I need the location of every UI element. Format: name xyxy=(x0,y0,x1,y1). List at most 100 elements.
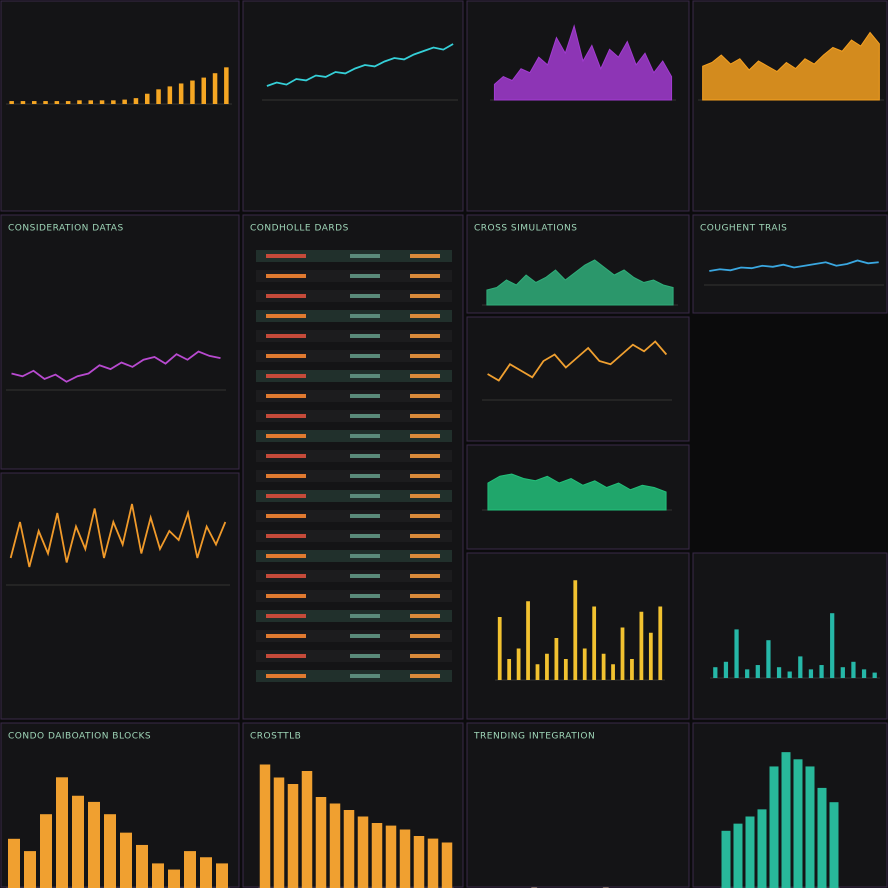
panel-title: TRENDING INTEGRATION xyxy=(473,732,595,742)
bar xyxy=(766,640,771,678)
bar xyxy=(497,617,502,680)
table-cell xyxy=(410,534,440,538)
bar xyxy=(413,836,425,888)
bar xyxy=(20,101,26,104)
bar xyxy=(817,787,827,888)
bar xyxy=(56,777,68,888)
bar xyxy=(43,101,48,104)
table-cell xyxy=(410,314,440,318)
table-cell xyxy=(350,454,380,458)
table-cell xyxy=(350,614,380,618)
bar xyxy=(545,653,549,680)
table-cell xyxy=(266,434,306,438)
panel xyxy=(466,722,690,888)
bar xyxy=(167,86,173,104)
table-cell xyxy=(350,674,380,678)
bar xyxy=(769,766,779,888)
table-cell xyxy=(266,494,306,498)
bar xyxy=(399,829,411,888)
table-cell xyxy=(350,434,380,438)
bar xyxy=(745,816,755,888)
bar xyxy=(648,632,653,680)
table-cell xyxy=(266,254,306,258)
bar xyxy=(357,816,369,888)
table-cell xyxy=(266,574,306,578)
panel-title: CROSS SIMULATIONS xyxy=(474,224,578,234)
bar xyxy=(872,672,877,678)
bar xyxy=(72,795,84,888)
bar xyxy=(371,823,383,888)
table-cell xyxy=(350,514,380,518)
bar xyxy=(168,869,180,888)
table-cell xyxy=(350,354,380,358)
bar xyxy=(582,648,587,680)
table-cell xyxy=(350,554,380,558)
line xyxy=(9,503,227,568)
bar xyxy=(65,101,71,104)
panel xyxy=(692,0,888,212)
table-cell xyxy=(350,314,380,318)
bar xyxy=(639,611,644,680)
bar xyxy=(798,656,803,678)
bar xyxy=(343,810,355,888)
table-cell xyxy=(410,434,440,438)
table-cell xyxy=(266,334,306,338)
bar xyxy=(516,648,521,680)
bar xyxy=(805,766,815,888)
panel xyxy=(0,472,240,720)
bar xyxy=(315,797,327,888)
panel-title: CONDHOLLE DARDS xyxy=(250,224,349,234)
bar xyxy=(259,764,271,888)
bar xyxy=(721,830,731,888)
table-cell xyxy=(350,494,380,498)
table-cell xyxy=(350,294,380,298)
line xyxy=(709,259,879,272)
table-cell xyxy=(410,674,440,678)
line xyxy=(266,43,454,87)
table-cell xyxy=(266,374,306,378)
table-cell xyxy=(410,394,440,398)
panel xyxy=(692,214,888,314)
table-cell xyxy=(410,594,440,598)
table-cell xyxy=(266,534,306,538)
panel-title: CONSIDERATION DATAS xyxy=(8,224,124,234)
table-cell xyxy=(266,614,306,618)
bar xyxy=(830,613,835,678)
bar xyxy=(723,661,729,678)
bar xyxy=(24,851,36,888)
table-cell xyxy=(410,274,440,278)
bar xyxy=(212,73,218,104)
area xyxy=(487,473,667,511)
bar xyxy=(224,67,229,104)
panel xyxy=(466,0,690,212)
table-cell xyxy=(350,634,380,638)
table-cell xyxy=(410,334,440,338)
bar xyxy=(808,669,814,678)
bar xyxy=(152,863,164,888)
bar xyxy=(535,664,540,680)
table-cell xyxy=(350,414,380,418)
table-cell xyxy=(266,274,306,278)
bar xyxy=(592,606,597,680)
panel xyxy=(466,316,690,442)
bar xyxy=(301,771,313,888)
table-cell xyxy=(266,314,306,318)
table-cell xyxy=(266,674,306,678)
bar xyxy=(573,580,578,680)
bar xyxy=(31,101,37,104)
bar xyxy=(427,838,439,888)
table-cell xyxy=(410,494,440,498)
panel xyxy=(0,214,240,470)
area xyxy=(486,259,674,306)
bar xyxy=(385,825,397,888)
table-cell xyxy=(410,614,440,618)
panel xyxy=(242,0,464,212)
bar xyxy=(122,99,127,104)
table-cell xyxy=(266,634,306,638)
bar xyxy=(611,664,615,680)
table-cell xyxy=(410,574,440,578)
bar xyxy=(9,101,14,104)
bar xyxy=(757,809,767,888)
table-cell xyxy=(410,294,440,298)
